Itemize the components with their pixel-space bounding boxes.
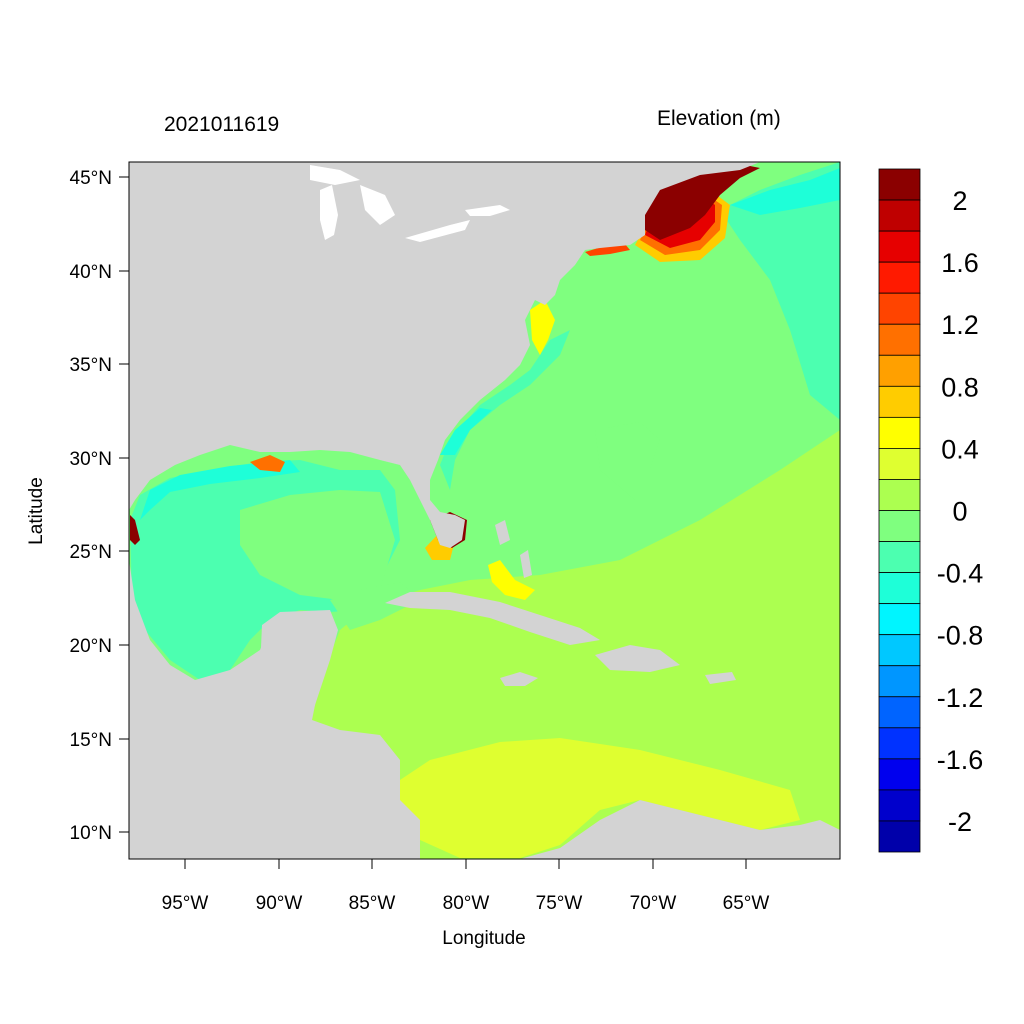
- y-tick-label: 10°N: [70, 823, 112, 844]
- colorbar-label: 0.4: [941, 434, 979, 464]
- land-puerto-rico: [705, 672, 736, 684]
- florida-coast-cyan: [440, 408, 492, 455]
- x-tick-label: 65°W: [723, 893, 770, 914]
- colorbar-label: -0.8: [937, 621, 984, 651]
- colorbar-swatch: [878, 168, 921, 201]
- colorbar: 2 1.6 1.2 0.8 0.4 0 -0.4 -0.8 -1.2 -1.6 -2: [878, 168, 984, 853]
- timestamp-title: 2021011619: [164, 113, 280, 136]
- y-tick-label: 45°N: [70, 168, 112, 189]
- colorbar-swatch: [878, 541, 921, 573]
- colorbar-swatch: [878, 323, 921, 356]
- colorbar-label: 1.6: [941, 248, 979, 278]
- colorbar-swatch: [878, 603, 921, 636]
- colorbar-swatch: [878, 665, 921, 698]
- surge-long-island: [585, 244, 630, 256]
- land-cuba: [385, 592, 600, 645]
- surge-gulf-coast: [250, 455, 285, 472]
- colorbar-label: 2: [952, 186, 967, 216]
- colorbar-swatch: [878, 230, 921, 263]
- land-yucatan: [260, 610, 338, 720]
- surge-mid-atlantic: [530, 300, 555, 355]
- colorbar-swatch: [878, 696, 921, 729]
- x-tick-label: 85°W: [349, 893, 396, 914]
- variable-title: Elevation (m): [657, 107, 781, 130]
- colorbar-label: -1.2: [937, 683, 984, 713]
- y-axis: 45°N 40°N 35°N 30°N 25°N 20°N 15°N 10°N …: [26, 168, 129, 844]
- gulf-interior-region: [240, 490, 395, 600]
- colorbar-label: -1.6: [937, 745, 984, 775]
- colorbar-label: 1.2: [941, 310, 979, 340]
- colorbar-swatch: [878, 261, 921, 294]
- colorbar-label: 0: [952, 497, 967, 527]
- northeast-atlantic-region: [720, 162, 840, 420]
- lake-michigan: [320, 185, 338, 240]
- x-tick-label: 75°W: [536, 893, 583, 914]
- y-tick-label: 15°N: [70, 730, 112, 751]
- map-frame: [128, 161, 841, 860]
- land-hispaniola: [595, 645, 680, 672]
- colorbar-swatch: [878, 758, 921, 791]
- y-tick-label: 30°N: [70, 449, 112, 470]
- east-coast-band: [440, 330, 570, 490]
- colorbar-label: -2: [948, 807, 972, 837]
- y-tick-label: 40°N: [70, 262, 112, 283]
- colorbar-swatch: [878, 789, 921, 822]
- y-tick-label: 20°N: [70, 636, 112, 657]
- atlantic-green-blob: [595, 422, 660, 500]
- colorbar-swatch: [878, 354, 921, 387]
- y-tick-label: 25°N: [70, 542, 112, 563]
- land-bahamas: [495, 520, 532, 578]
- x-tick-label: 90°W: [256, 893, 303, 914]
- x-tick-label: 70°W: [630, 893, 677, 914]
- colorbar-swatch: [878, 479, 921, 511]
- map-area: [129, 162, 840, 859]
- y-tick-label: 35°N: [70, 355, 112, 376]
- land-jamaica: [500, 672, 538, 686]
- lake-erie: [405, 220, 470, 242]
- colorbar-swatch: [878, 292, 921, 325]
- colorbar-label: -0.4: [937, 559, 984, 589]
- colorbar-swatch: [878, 634, 921, 667]
- gulf-coast-cyan: [140, 460, 300, 520]
- surge-bahamas: [488, 560, 535, 600]
- colorbar-swatch: [878, 448, 921, 480]
- colorbar-label: 0.8: [941, 372, 979, 402]
- land-north-america: [129, 162, 760, 548]
- lake-huron: [360, 185, 395, 225]
- x-tick-label: 80°W: [443, 893, 490, 914]
- y-axis-label: Latitude: [26, 477, 47, 545]
- lake-superior: [310, 165, 360, 185]
- colorbar-swatch: [878, 385, 921, 418]
- lake-ontario: [465, 205, 510, 216]
- gulf-of-maine-cyan: [730, 168, 840, 215]
- yucatan-channel: [330, 582, 420, 630]
- surge-texas-coast: [130, 515, 140, 545]
- land-south-america: [520, 800, 840, 859]
- colorbar-swatch: [878, 416, 921, 449]
- colorbar-swatch: [878, 199, 921, 232]
- colorbar-swatch: [878, 727, 921, 760]
- colorbar-swatch: [878, 510, 921, 542]
- colorbar-swatch: [878, 820, 921, 853]
- caribbean-region: [310, 430, 840, 859]
- land-mexico-central-america: [129, 560, 420, 859]
- colorbar-swatch: [878, 572, 921, 605]
- x-axis-label: Longitude: [442, 928, 525, 949]
- x-tick-label: 95°W: [162, 893, 209, 914]
- south-caribbean-region: [400, 738, 800, 858]
- x-axis: 95°W 90°W 85°W 80°W 75°W 70°W 65°W Longi…: [162, 859, 770, 949]
